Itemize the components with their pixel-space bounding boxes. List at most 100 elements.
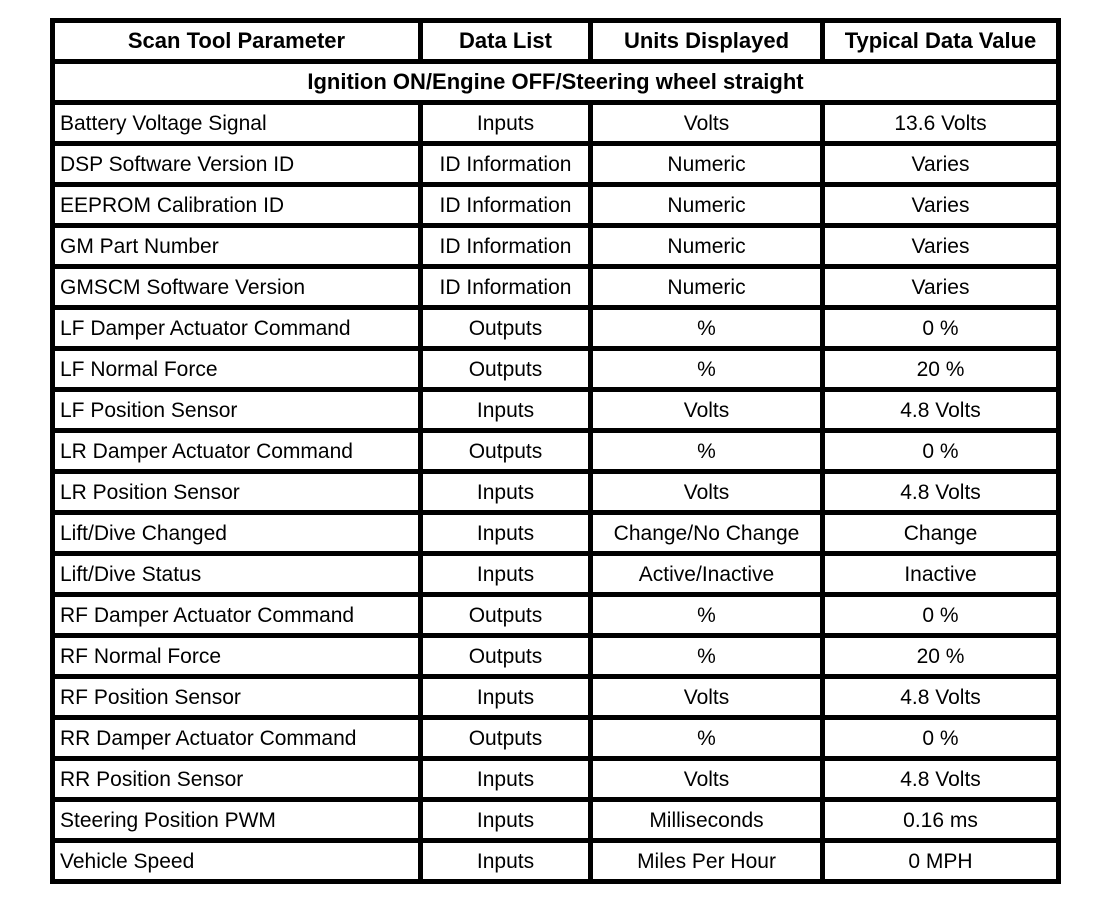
table-row: LR Position Sensor Inputs Volts 4.8 Volt… xyxy=(50,469,1061,515)
cell-typical-value: 4.8 Volts xyxy=(820,387,1061,433)
cell-parameter: RF Damper Actuator Command xyxy=(50,592,423,638)
cell-data-list: Outputs xyxy=(418,428,593,474)
cell-typical-value: 20 % xyxy=(820,346,1061,392)
cell-typical-value: 0.16 ms xyxy=(820,797,1061,843)
cell-typical-value: Varies xyxy=(820,182,1061,228)
cell-data-list: Inputs xyxy=(418,387,593,433)
cell-parameter: Lift/Dive Status xyxy=(50,551,423,597)
table-row: Battery Voltage Signal Inputs Volts 13.6… xyxy=(50,100,1061,146)
cell-data-list: ID Information xyxy=(418,264,593,310)
cell-data-list: ID Information xyxy=(418,223,593,269)
cell-typical-value: 4.8 Volts xyxy=(820,469,1061,515)
scan-tool-data-table: Scan Tool Parameter Data List Units Disp… xyxy=(50,18,1061,884)
table-row: RR Damper Actuator Command Outputs % 0 % xyxy=(50,715,1061,761)
cell-units: Volts xyxy=(588,469,825,515)
cell-data-list: Outputs xyxy=(418,715,593,761)
cell-units: % xyxy=(588,592,825,638)
cell-parameter: LF Normal Force xyxy=(50,346,423,392)
cell-parameter: GMSCM Software Version xyxy=(50,264,423,310)
cell-typical-value: 13.6 Volts xyxy=(820,100,1061,146)
cell-units: Numeric xyxy=(588,141,825,187)
table-row: DSP Software Version ID ID Information N… xyxy=(50,141,1061,187)
cell-data-list: Outputs xyxy=(418,633,593,679)
cell-typical-value: Change xyxy=(820,510,1061,556)
cell-data-list: ID Information xyxy=(418,141,593,187)
cell-parameter: LR Position Sensor xyxy=(50,469,423,515)
cell-data-list: Inputs xyxy=(418,100,593,146)
cell-parameter: RR Damper Actuator Command xyxy=(50,715,423,761)
column-header-scan-tool-parameter: Scan Tool Parameter xyxy=(50,18,423,64)
cell-data-list: Inputs xyxy=(418,469,593,515)
cell-parameter: RR Position Sensor xyxy=(50,756,423,802)
cell-typical-value: 4.8 Volts xyxy=(820,756,1061,802)
cell-units: Volts xyxy=(588,674,825,720)
cell-units: % xyxy=(588,633,825,679)
cell-data-list: Inputs xyxy=(418,838,593,884)
cell-units: Numeric xyxy=(588,182,825,228)
table-row: LF Position Sensor Inputs Volts 4.8 Volt… xyxy=(50,387,1061,433)
column-header-row: Scan Tool Parameter Data List Units Disp… xyxy=(50,18,1061,64)
cell-parameter: RF Normal Force xyxy=(50,633,423,679)
cell-parameter: RF Position Sensor xyxy=(50,674,423,720)
cell-typical-value: Varies xyxy=(820,223,1061,269)
cell-typical-value: Inactive xyxy=(820,551,1061,597)
table-row: RR Position Sensor Inputs Volts 4.8 Volt… xyxy=(50,756,1061,802)
cell-units: Volts xyxy=(588,387,825,433)
cell-typical-value: 20 % xyxy=(820,633,1061,679)
cell-typical-value: 0 % xyxy=(820,592,1061,638)
cell-typical-value: 0 % xyxy=(820,428,1061,474)
cell-parameter: Vehicle Speed xyxy=(50,838,423,884)
cell-data-list: Inputs xyxy=(418,756,593,802)
cell-data-list: Inputs xyxy=(418,510,593,556)
table-row: GMSCM Software Version ID Information Nu… xyxy=(50,264,1061,310)
cell-typical-value: 0 % xyxy=(820,305,1061,351)
table-row: Steering Position PWM Inputs Millisecond… xyxy=(50,797,1061,843)
table-row: EEPROM Calibration ID ID Information Num… xyxy=(50,182,1061,228)
cell-units: Milliseconds xyxy=(588,797,825,843)
table-row: RF Position Sensor Inputs Volts 4.8 Volt… xyxy=(50,674,1061,720)
table-row: LF Normal Force Outputs % 20 % xyxy=(50,346,1061,392)
cell-data-list: Inputs xyxy=(418,551,593,597)
cell-parameter: Lift/Dive Changed xyxy=(50,510,423,556)
cell-parameter: Battery Voltage Signal xyxy=(50,100,423,146)
cell-data-list: Inputs xyxy=(418,674,593,720)
cell-data-list: Outputs xyxy=(418,305,593,351)
cell-data-list: Outputs xyxy=(418,346,593,392)
cell-typical-value: 0 MPH xyxy=(820,838,1061,884)
table-row: LF Damper Actuator Command Outputs % 0 % xyxy=(50,305,1061,351)
section-header-row: Ignition ON/Engine OFF/Steering wheel st… xyxy=(50,59,1061,105)
cell-units: % xyxy=(588,715,825,761)
table-row: RF Normal Force Outputs % 20 % xyxy=(50,633,1061,679)
column-header-data-list: Data List xyxy=(418,18,593,64)
cell-units: Volts xyxy=(588,756,825,802)
cell-units: Active/Inactive xyxy=(588,551,825,597)
cell-data-list: Inputs xyxy=(418,797,593,843)
cell-units: Miles Per Hour xyxy=(588,838,825,884)
cell-units: Change/No Change xyxy=(588,510,825,556)
cell-units: % xyxy=(588,346,825,392)
cell-data-list: ID Information xyxy=(418,182,593,228)
table-row: Vehicle Speed Inputs Miles Per Hour 0 MP… xyxy=(50,838,1061,884)
column-header-typical-data-value: Typical Data Value xyxy=(820,18,1061,64)
cell-typical-value: Varies xyxy=(820,141,1061,187)
cell-parameter: Steering Position PWM xyxy=(50,797,423,843)
table-row: Lift/Dive Status Inputs Active/Inactive … xyxy=(50,551,1061,597)
table-body: Battery Voltage Signal Inputs Volts 13.6… xyxy=(50,100,1061,884)
cell-typical-value: 0 % xyxy=(820,715,1061,761)
cell-units: Numeric xyxy=(588,223,825,269)
cell-units: % xyxy=(588,428,825,474)
cell-data-list: Outputs xyxy=(418,592,593,638)
cell-units: Numeric xyxy=(588,264,825,310)
cell-typical-value: 4.8 Volts xyxy=(820,674,1061,720)
cell-parameter: LF Damper Actuator Command xyxy=(50,305,423,351)
cell-parameter: EEPROM Calibration ID xyxy=(50,182,423,228)
cell-units: Volts xyxy=(588,100,825,146)
table-row: LR Damper Actuator Command Outputs % 0 % xyxy=(50,428,1061,474)
cell-parameter: LF Position Sensor xyxy=(50,387,423,433)
cell-typical-value: Varies xyxy=(820,264,1061,310)
table-row: Lift/Dive Changed Inputs Change/No Chang… xyxy=(50,510,1061,556)
cell-parameter: DSP Software Version ID xyxy=(50,141,423,187)
cell-parameter: LR Damper Actuator Command xyxy=(50,428,423,474)
table-row: GM Part Number ID Information Numeric Va… xyxy=(50,223,1061,269)
cell-units: % xyxy=(588,305,825,351)
